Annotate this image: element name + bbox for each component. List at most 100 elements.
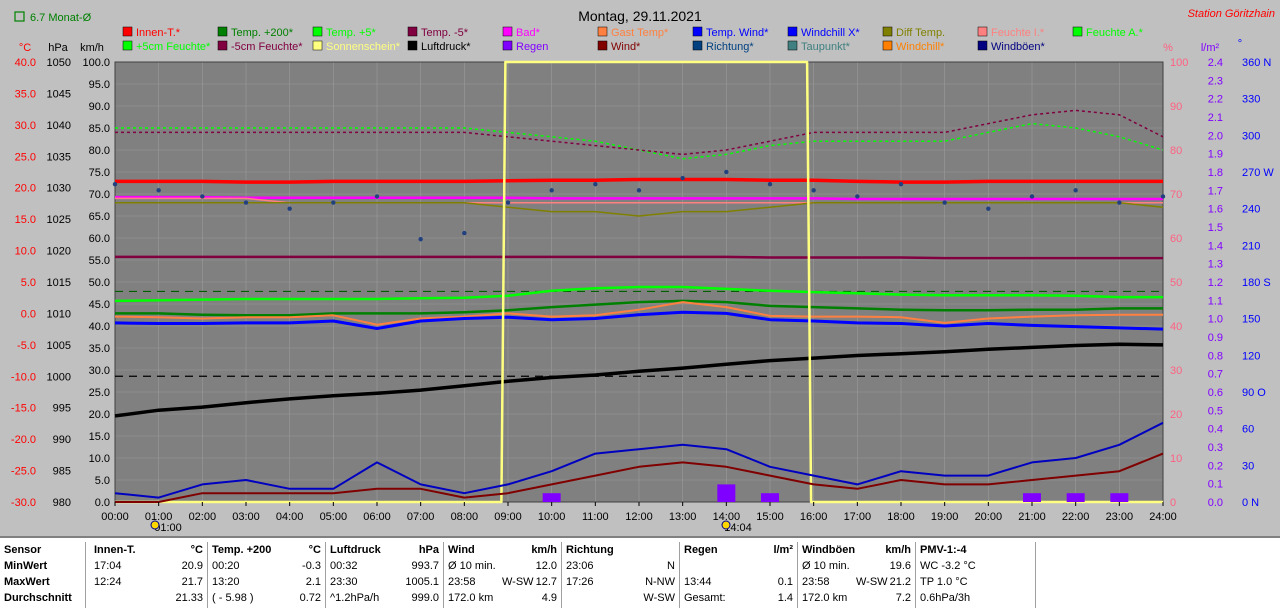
pressure-tick-label: 1020 (47, 246, 71, 258)
direction-point (418, 237, 422, 241)
direction-point (1161, 194, 1165, 198)
rain-tick-label: 1.6 (1208, 204, 1223, 216)
pressure-tick-label: 1035 (47, 151, 71, 163)
stats-cell-time: Ø 10 min. (448, 558, 496, 574)
stats-row: 23:58 W-SW 12.7 (448, 574, 557, 590)
chart-title: Montag, 29.11.2021 (578, 8, 702, 24)
legend-swatch (123, 41, 132, 50)
direction-point (768, 182, 772, 186)
stats-cell-value: 2.1 (306, 574, 321, 590)
rain-bar (1023, 493, 1041, 502)
direction-unit-label: ° (1238, 38, 1242, 50)
legend-label: Wind* (611, 41, 641, 53)
stats-section-pmv-1-4: PMV-1:-4 WC -3.2 °C TP 1.0 °C 0.6hPa/3h (916, 542, 1036, 608)
pressure-tick-label: 1040 (47, 120, 71, 132)
rain-tick-label: 1.7 (1208, 185, 1223, 197)
stats-section-title: Luftdruck (330, 542, 381, 558)
rain-tick-label: 0.6 (1208, 387, 1223, 399)
wind-tick-label: 65.0 (89, 211, 110, 223)
stats-cell-value: N-NW (645, 574, 675, 590)
stats-row: 12:24 21.7 (94, 574, 203, 590)
stats-cell-time: TP 1.0 °C (920, 574, 968, 590)
time-tick-label: 11:00 (582, 511, 609, 523)
wind-tick-label: 55.0 (89, 255, 110, 267)
pressure-tick-label: 1005 (47, 340, 71, 352)
stats-cell-value: -0.3 (302, 558, 321, 574)
time-tick-label: 12:00 (625, 511, 653, 523)
temp-tick-label: 5.0 (21, 277, 36, 289)
temp-tick-label: 40.0 (15, 57, 36, 69)
stats-cell-value: 999.0 (411, 590, 439, 606)
stats-row: 23:06 N (566, 558, 675, 574)
legend-label: -5cm Feuchte* (231, 41, 303, 53)
stats-row: 21.33 (94, 590, 203, 606)
rain-tick-label: 1.1 (1208, 295, 1223, 307)
stats-row: WC -3.2 °C (920, 558, 1031, 574)
legend-swatch (978, 27, 987, 36)
rain-tick-label: 0.9 (1208, 332, 1223, 344)
stats-cell-value: 0.72 (300, 590, 321, 606)
rain-tick-label: 1.0 (1208, 314, 1223, 326)
stats-row: 17:26 N-NW (566, 574, 675, 590)
time-tick-label: 19:00 (931, 511, 959, 523)
series-line (115, 257, 1163, 258)
direction-tick-label: 60 (1242, 424, 1254, 436)
temp-tick-label: -5.0 (17, 340, 36, 352)
legend-label: Feuchte A.* (1086, 27, 1144, 39)
stats-cell-time: 23:06 (566, 558, 594, 574)
rain-tick-label: 0.3 (1208, 442, 1223, 454)
stats-section-windb-en: Windböen km/h Ø 10 min. 19.6 23:58 W-SW 21.2 17… (798, 542, 916, 608)
legend-swatch (313, 27, 322, 36)
direction-point (244, 200, 248, 204)
direction-point (375, 194, 379, 198)
legend-swatch (978, 41, 987, 50)
legend-label: Windböen* (991, 41, 1046, 53)
stats-cell-value: 21.7 (182, 574, 203, 590)
stats-section-title: Innen-T. (94, 542, 136, 558)
direction-point (113, 182, 117, 186)
legend-label: +5cm Feuchte* (136, 41, 211, 53)
legend-swatch (218, 27, 227, 36)
stats-cell-time: 00:20 (212, 558, 240, 574)
wind-tick-label: 15.0 (89, 431, 110, 443)
direction-point (1117, 200, 1121, 204)
rain-tick-label: 2.1 (1208, 112, 1223, 124)
stats-row: Ø 10 min. 12.0 (448, 558, 557, 574)
time-tick-label: 18:00 (887, 511, 915, 523)
stats-cell-time: 23:58 (802, 574, 830, 590)
time-tick-label: 08:00 (451, 511, 479, 523)
time-tick-label: 03:00 (232, 511, 260, 523)
direction-point (680, 176, 684, 180)
temp-tick-label: 30.0 (15, 120, 36, 132)
stats-cell-time: 172.0 km (802, 590, 847, 606)
stats-row: 17:04 20.9 (94, 558, 203, 574)
stats-section-title: PMV-1:-4 (920, 542, 966, 558)
stats-cell-value: 993.7 (411, 558, 439, 574)
direction-tick-label: 90 O (1242, 387, 1266, 399)
sunset-icon (722, 521, 730, 529)
stats-row: Gesamt: 1.4 (684, 590, 793, 606)
stats-section-unit: °C (309, 542, 321, 558)
stats-row: W-SW (566, 590, 675, 606)
stats-cell-time: 13:20 (212, 574, 240, 590)
legend-label: Regen (516, 41, 548, 53)
wind-tick-label: 20.0 (89, 409, 110, 421)
stats-cell-value: W-SW (643, 590, 675, 606)
legend-label: Temp. -5* (421, 27, 469, 39)
direction-tick-label: 270 W (1242, 167, 1274, 179)
stats-row: 23:58 W-SW 21.2 (802, 574, 911, 590)
direction-point (637, 188, 641, 192)
direction-point (200, 194, 204, 198)
legend-swatch (503, 41, 512, 50)
direction-point (156, 188, 160, 192)
legend-label: Bad* (516, 27, 541, 39)
stats-cell-time: Gesamt: (684, 590, 726, 606)
legend-label: Windchill* (896, 41, 945, 53)
direction-point (724, 170, 728, 174)
rain-unit-label: l/m² (1201, 42, 1220, 54)
sunrise-icon (151, 521, 159, 529)
stats-row: 13:44 0.1 (684, 574, 793, 590)
legend-swatch (788, 27, 797, 36)
stats-cell-value: 19.6 (890, 558, 911, 574)
direction-tick-label: 0 N (1242, 497, 1259, 509)
